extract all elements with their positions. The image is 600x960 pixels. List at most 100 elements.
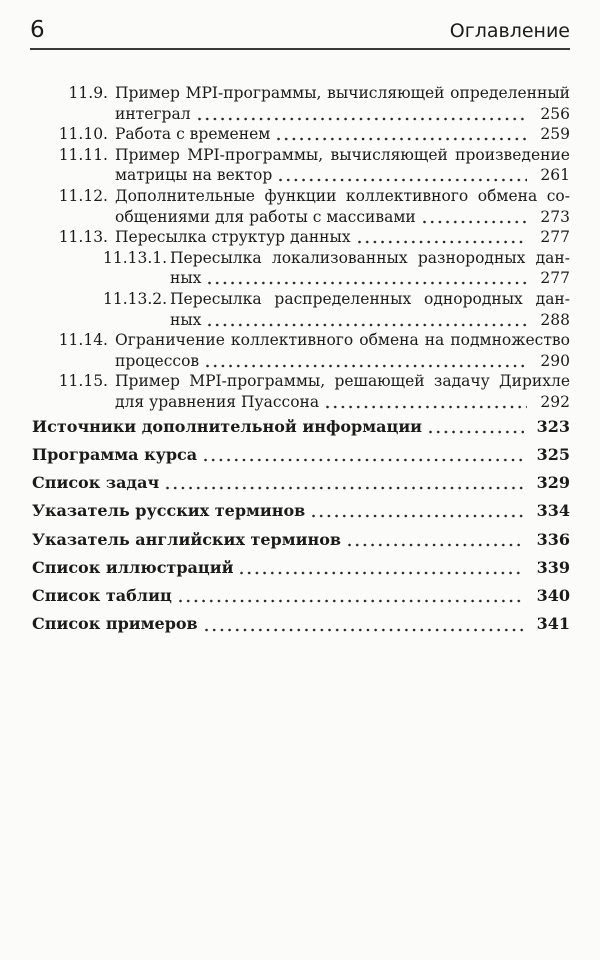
- toc-entry-first-line: Список примеров 341: [32, 614, 570, 635]
- toc-entry-page: 334: [536, 501, 570, 521]
- toc-entry-wrap-line: ных 277: [170, 268, 570, 289]
- dotted-leader: [357, 240, 527, 245]
- dotted-leader: [422, 219, 527, 224]
- toc-entry: 11.11. Пример MPI-программы, вычисляющей …: [32, 145, 570, 186]
- toc-entry-first-line: 11.15. Пример MPI-программы, решающей зад…: [58, 372, 570, 391]
- toc-entry-text: Пример MPI-программы, вычисляющей произв…: [115, 145, 570, 164]
- toc-entry-text: Список примеров: [32, 614, 198, 634]
- toc-entry-text: Пересылка локализованных разнородных дан…: [170, 248, 570, 267]
- toc-entry-text: Программа курса: [32, 444, 198, 464]
- toc-entry-first-line: Список иллюстраций 339: [32, 558, 570, 579]
- toc-entry-page: 329: [536, 473, 570, 493]
- toc-entry-wrap-line: общениями для работы с массивами 273: [115, 207, 570, 228]
- dotted-leader: [206, 363, 527, 368]
- toc-entry-page: 341: [536, 614, 570, 634]
- toc-entry-page: 288: [540, 310, 570, 329]
- toc-entry-wrap-line: для уравнения Пуассона 292: [115, 392, 570, 413]
- toc-entry-text: Список иллюстраций: [32, 557, 234, 577]
- toc-entry-wrap-line: ных 288: [170, 310, 570, 331]
- toc-entry-text: ных: [170, 310, 202, 329]
- dotted-leader: [178, 599, 524, 604]
- toc-entry-first-line: Список таблиц 340: [32, 586, 570, 607]
- toc-entry: 11.12. Дополнительные функции коллективно…: [32, 186, 570, 227]
- toc-entry-first-line: Программа курса 325: [32, 445, 570, 466]
- running-head: 6 Оглавление: [30, 0, 570, 50]
- toc-entry-page: 277: [540, 269, 570, 288]
- header-page-number: 6: [30, 17, 45, 43]
- toc-entry-text: Указатель русских терминов: [32, 501, 306, 521]
- toc-entry: 11.10. Работа с временем 259: [32, 124, 570, 145]
- toc-entry: Список иллюстраций 339: [32, 558, 570, 579]
- toc-entry-first-line: 11.11. Пример MPI-программы, вычисляющей …: [58, 145, 570, 164]
- toc-entry: Источники дополнительной информации 323: [32, 417, 570, 438]
- toc-entry-text: Пример MPI-программы, решающей задачу Ди…: [115, 372, 570, 391]
- header-title: Оглавление: [449, 20, 570, 42]
- toc-entry-first-line: Источники дополнительной информации 323: [32, 417, 570, 438]
- toc-entry-text: матрицы на вектор: [115, 166, 273, 185]
- toc-entry: Список примеров 341: [32, 614, 570, 635]
- toc-entry-first-line: 11.12. Дополнительные функции коллективно…: [58, 186, 570, 205]
- dotted-leader: [208, 322, 527, 327]
- toc-entry-first-line: 11.10. Работа с временем 259: [58, 125, 570, 144]
- dotted-leader: [204, 627, 524, 632]
- toc-entry: Указатель английских терминов 336: [32, 530, 570, 551]
- toc-entry: Программа курса 325: [32, 445, 570, 466]
- toc-entry-text: процессов: [115, 351, 200, 370]
- dotted-leader: [279, 178, 527, 183]
- dotted-leader: [240, 571, 524, 575]
- toc-entry-text: общениями для работы с массивами: [115, 207, 416, 226]
- toc-entry-page: 277: [540, 228, 570, 247]
- toc-entry-text: Работа с временем: [115, 125, 271, 144]
- toc-entry-page: 292: [540, 392, 570, 411]
- dotted-leader: [166, 486, 524, 491]
- toc-entry: 11.13. Пересылка структур данных 277: [32, 227, 570, 248]
- toc-entry-text: интеграл: [115, 104, 191, 123]
- toc-entry: 11.13.2. Пересылка распределенных однород…: [32, 289, 570, 330]
- toc-entry-text: Ограничение коллективного обмена на подм…: [115, 331, 570, 350]
- toc-entry: 11.14. Ограничение коллективного обмена н…: [32, 330, 570, 371]
- toc-entry-first-line: Указатель английских терминов 336: [32, 530, 570, 551]
- toc-entry-page: 261: [540, 166, 570, 185]
- toc-entry-page: 256: [540, 104, 570, 123]
- toc-entry-wrap-line: матрицы на вектор 261: [115, 165, 570, 186]
- toc-entry: Список задач 329: [32, 473, 570, 494]
- toc-entry-first-line: 11.9. Пример MPI-программы, вычисляющей о…: [68, 84, 570, 102]
- toc-entry-text: Список таблиц: [32, 586, 172, 606]
- dotted-leader: [277, 137, 527, 142]
- toc-entry-first-line: 11.13.2. Пересылка распределенных однород…: [103, 289, 570, 308]
- dotted-leader: [312, 514, 524, 519]
- toc-entry: Список таблиц 340: [32, 586, 570, 607]
- dotted-leader: [429, 429, 524, 434]
- dotted-leader: [326, 405, 527, 409]
- toc-entry-text: Пересылка структур данных: [115, 228, 351, 247]
- toc-entry-first-line: Список задач 329: [32, 473, 570, 494]
- toc-entry-first-line: Указатель русских терминов 334: [32, 501, 570, 522]
- toc-entry-text: Источники дополнительной информации: [32, 416, 423, 436]
- toc-entry-text: Дополнительные функции коллективного обм…: [115, 186, 570, 205]
- toc-entry-text: Пересылка распределенных однородных дан-: [170, 289, 570, 308]
- toc-entry: 11.15. Пример MPI-программы, решающей зад…: [32, 371, 570, 412]
- toc-list: 11.9. Пример MPI-программы, вычисляющей о…: [0, 83, 600, 635]
- toc-entry-first-line: 11.13.1. Пересылка локализованных разноро…: [103, 248, 570, 267]
- toc-entry-text: ных: [170, 269, 202, 288]
- toc-entry-page: 290: [540, 351, 570, 370]
- toc-entry: Указатель русских терминов 334: [32, 501, 570, 522]
- toc-entry-text: Список задач: [32, 473, 160, 493]
- toc-entry: 11.13.1. Пересылка локализованных разноро…: [32, 248, 570, 289]
- toc-entry-page: 336: [536, 529, 570, 549]
- toc-entry-page: 339: [536, 557, 570, 577]
- toc-entry-page: 325: [536, 444, 570, 464]
- toc-entry-wrap-line: процессов 290: [115, 351, 570, 372]
- toc-entry-first-line: 11.13. Пересылка структур данных 277: [58, 228, 570, 247]
- toc-entry-text: для уравнения Пуассона: [115, 392, 320, 411]
- toc-entry-page: 273: [540, 207, 570, 226]
- toc-entry-page: 323: [536, 416, 570, 436]
- dotted-leader: [204, 457, 524, 462]
- toc-entry-wrap-line: интеграл 256: [115, 104, 570, 125]
- toc-entry-text: Пример MPI-программы, вычисляющей опреде…: [115, 84, 570, 102]
- dotted-leader: [197, 116, 527, 121]
- dotted-leader: [208, 281, 527, 286]
- toc-entry: 11.9. Пример MPI-программы, вычисляющей о…: [32, 83, 570, 124]
- toc-entry-first-line: 11.14. Ограничение коллективного обмена н…: [58, 331, 570, 350]
